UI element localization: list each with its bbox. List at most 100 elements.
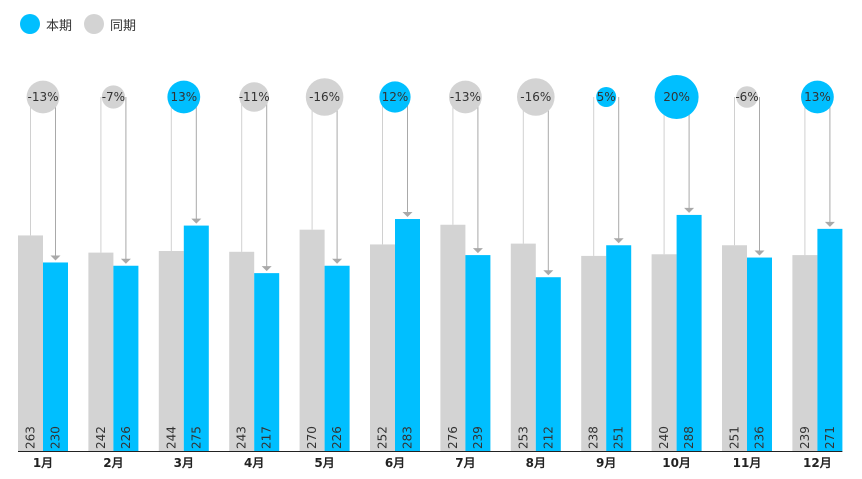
growth-arrow	[50, 255, 61, 261]
bar-previous[interactable]	[581, 255, 607, 451]
growth-label: 13%	[170, 90, 197, 104]
legend-item-previous[interactable]: 同期	[84, 14, 136, 34]
chart-legend: 本期 同期	[20, 14, 148, 34]
bar-current[interactable]	[324, 265, 350, 451]
growth-bubble	[654, 75, 699, 119]
growth-label: 12%	[382, 90, 409, 104]
value-label-current: 239	[471, 426, 485, 449]
bar-current[interactable]	[395, 219, 420, 451]
growth-arrow	[191, 218, 202, 224]
growth-arrow	[120, 258, 131, 264]
legend-swatch-previous	[84, 14, 105, 34]
x-tick-label: 7月	[455, 456, 475, 470]
value-label-previous: 252	[376, 426, 390, 449]
growth-bubble	[26, 80, 60, 114]
bar-previous[interactable]	[722, 245, 747, 451]
value-label-previous: 238	[587, 426, 601, 449]
growth-bubble	[379, 81, 411, 113]
growth-label: -16%	[520, 90, 551, 104]
value-label-current: 288	[682, 426, 696, 449]
growth-label: -13%	[450, 90, 481, 104]
value-label-previous: 244	[164, 426, 178, 449]
value-label-previous: 240	[657, 426, 671, 449]
value-label-current: 217	[260, 426, 274, 449]
growth-arrow	[402, 212, 413, 218]
value-label-current: 283	[401, 426, 415, 449]
value-label-current: 212	[541, 426, 555, 449]
growth-label: -7%	[102, 90, 125, 104]
growth-label: -11%	[239, 90, 270, 104]
bar-current[interactable]	[747, 257, 772, 451]
x-tick-label: 6月	[385, 456, 405, 470]
x-tick-label: 2月	[103, 456, 123, 470]
growth-label: 13%	[804, 90, 831, 104]
x-tick-label: 9月	[596, 456, 616, 470]
bar-current[interactable]	[535, 277, 561, 451]
legend-label-current: 本期	[46, 18, 73, 34]
value-label-current: 275	[189, 426, 203, 449]
bar-current[interactable]	[606, 245, 632, 451]
value-label-current: 226	[330, 426, 344, 449]
bar-previous[interactable]	[88, 252, 114, 451]
growth-arrow	[332, 258, 343, 264]
bar-current[interactable]	[183, 225, 209, 451]
bar-previous[interactable]	[229, 251, 255, 451]
bar-previous[interactable]	[18, 235, 43, 451]
x-tick-label: 12月	[803, 456, 832, 470]
growth-arrow	[754, 250, 765, 256]
growth-label: -6%	[735, 90, 758, 104]
value-label-previous: 276	[446, 426, 460, 449]
growth-label: 5%	[597, 90, 616, 104]
x-tick-label: 11月	[733, 456, 762, 470]
bar-previous[interactable]	[299, 229, 325, 451]
x-tick-label: 5月	[314, 456, 334, 470]
growth-arrow	[543, 270, 554, 276]
bar-previous[interactable]	[792, 255, 818, 451]
bar-previous[interactable]	[440, 224, 466, 451]
growth-bubble	[305, 78, 344, 116]
value-label-current: 236	[753, 426, 767, 449]
bar-current[interactable]	[43, 262, 68, 451]
growth-arrow	[824, 221, 835, 227]
growth-bubble	[239, 82, 269, 112]
growth-bubble	[596, 87, 617, 107]
growth-label: -13%	[27, 90, 58, 104]
bar-current[interactable]	[254, 273, 280, 451]
x-tick-label: 4月	[244, 456, 264, 470]
growth-bubble	[101, 85, 125, 109]
bar-current[interactable]	[113, 265, 139, 451]
legend-item-current[interactable]: 本期	[20, 14, 72, 34]
growth-bubble	[736, 86, 758, 108]
growth-bubble	[517, 78, 555, 116]
bar-previous[interactable]	[510, 243, 536, 451]
growth-arrow	[472, 248, 483, 254]
bar-current[interactable]	[465, 255, 491, 451]
bar-previous[interactable]	[651, 254, 677, 451]
value-label-previous: 263	[24, 426, 38, 449]
bar-current[interactable]	[676, 214, 702, 451]
legend-label-previous: 同期	[110, 18, 137, 34]
growth-arrow	[613, 238, 624, 244]
bar-previous[interactable]	[158, 250, 184, 451]
value-label-current: 226	[119, 426, 133, 449]
value-label-current: 251	[612, 426, 626, 449]
growth-bubble	[801, 80, 834, 114]
legend-swatch-current	[20, 14, 40, 34]
value-label-current: 271	[823, 426, 837, 449]
x-tick-label: 10月	[662, 456, 691, 470]
value-label-current: 230	[49, 426, 63, 449]
x-tick-label: 8月	[526, 456, 546, 470]
value-label-previous: 270	[305, 426, 319, 449]
value-label-previous: 243	[235, 426, 249, 449]
growth-arrow	[261, 266, 272, 272]
value-label-previous: 239	[798, 426, 812, 449]
value-label-previous: 242	[94, 426, 108, 449]
bar-current[interactable]	[817, 228, 843, 451]
growth-label: -16%	[309, 90, 340, 104]
x-tick-label: 1月	[33, 456, 53, 470]
growth-arrow	[684, 207, 695, 213]
bar-previous[interactable]	[370, 244, 395, 451]
value-label-previous: 251	[728, 426, 742, 449]
growth-bubble	[167, 80, 201, 114]
